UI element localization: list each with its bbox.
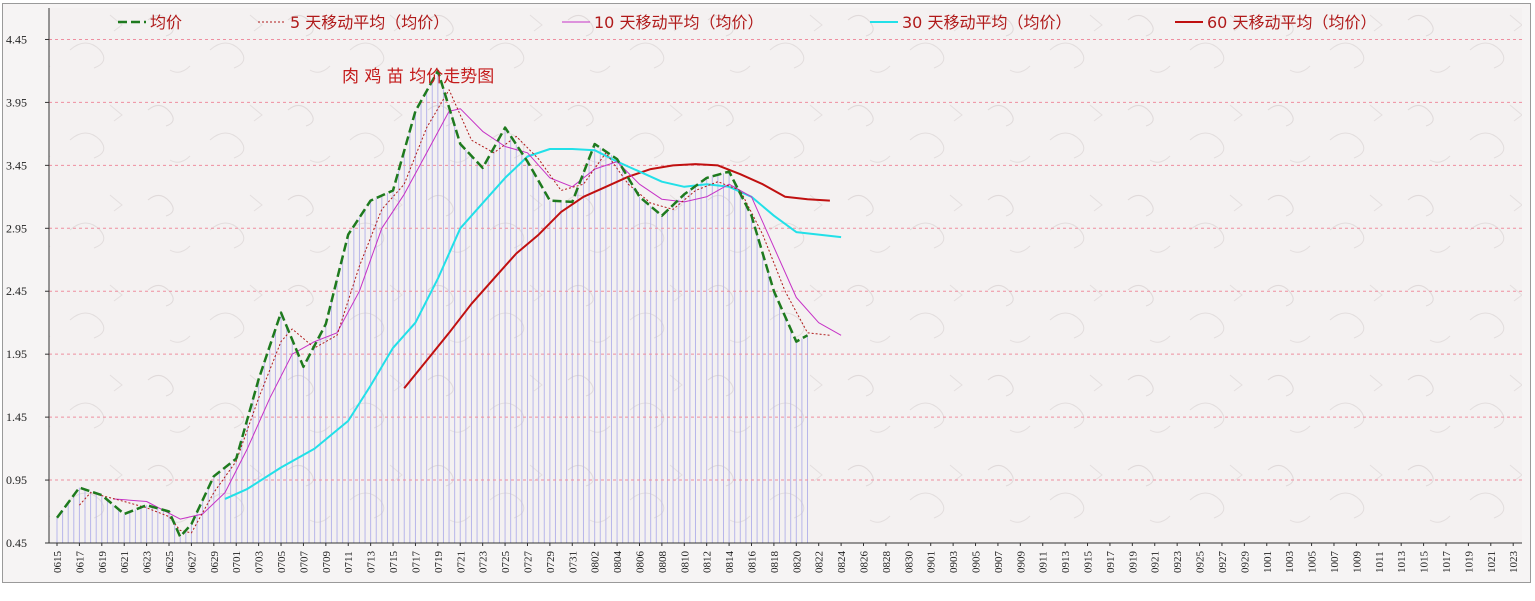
x-tick-label: 0925 (1195, 551, 1207, 574)
x-tick-label: 0907 (993, 551, 1005, 574)
x-tick-label: 0713 (366, 551, 378, 574)
x-tick-label: 0731 (567, 551, 579, 573)
x-tick-label: 0820 (791, 551, 803, 574)
legend-label: 10 天移动平均（均价） (594, 13, 763, 32)
y-tick-label: 1.45 (6, 410, 27, 424)
x-tick-label: 0802 (590, 551, 602, 573)
x-tick-label: 0917 (1105, 551, 1117, 574)
y-tick-label: 3.95 (6, 95, 27, 109)
x-tick-label: 0903 (948, 551, 960, 574)
x-tick-label: 0911 (1038, 551, 1050, 573)
x-tick-label: 1009 (1351, 551, 1363, 574)
x-tick-label: 0810 (679, 551, 691, 574)
x-tick-label: 0816 (746, 551, 758, 574)
x-tick-label: 0709 (321, 551, 333, 574)
x-tick-label: 0703 (254, 551, 266, 574)
y-tick-label: 3.45 (6, 158, 27, 172)
x-tick-label: 1003 (1284, 551, 1296, 574)
x-tick-label: 1023 (1508, 551, 1520, 574)
series-line (112, 108, 842, 520)
legend-label: 60 天移动平均（均价） (1207, 13, 1376, 32)
y-tick-label: 0.45 (6, 536, 27, 550)
x-tick-label: 0826 (859, 551, 871, 574)
x-tick-label: 1011 (1374, 551, 1386, 573)
x-axis-ticks: 0615 0617 0619 0621 0623 0625 0627 0629 0701 0703… (52, 543, 1520, 573)
x-tick-label: 0913 (1060, 551, 1072, 574)
x-tick-label: 0905 (971, 551, 983, 574)
x-tick-label: 0814 (724, 551, 736, 574)
legend-label: 5 天移动平均（均价） (290, 13, 449, 32)
x-tick-label: 0919 (1127, 551, 1139, 574)
x-tick-label: 1019 (1463, 551, 1475, 574)
y-tick-label: 2.95 (6, 221, 27, 235)
x-tick-label: 0923 (1172, 551, 1184, 574)
x-tick-label: 1021 (1486, 551, 1498, 573)
x-tick-label: 0830 (903, 551, 915, 574)
x-tick-label: 1005 (1307, 551, 1319, 574)
x-tick-label: 0627 (186, 551, 198, 574)
x-tick-label: 0715 (388, 551, 400, 574)
x-tick-label: 0927 (1217, 551, 1229, 574)
x-tick-label: 0921 (1150, 551, 1162, 573)
x-tick-label: 0717 (410, 551, 422, 574)
x-tick-label: 0818 (769, 551, 781, 574)
x-tick-label: 0822 (814, 551, 826, 573)
x-tick-label: 0729 (545, 551, 557, 574)
x-tick-label: 0619 (97, 551, 109, 574)
x-tick-label: 0806 (634, 551, 646, 574)
x-tick-label: 0929 (1239, 551, 1251, 574)
legend-label: 30 天移动平均（均价） (902, 13, 1071, 32)
x-tick-label: 0617 (74, 551, 86, 574)
x-tick-label: 0615 (52, 551, 64, 574)
legend: 均价 5 天移动平均（均价） 10 天移动平均（均价） 30 天移动平均（均价） 60 … (118, 13, 1376, 32)
y-tick-label: 1.95 (6, 347, 27, 361)
x-tick-label: 1001 (1262, 551, 1274, 573)
y-tick-label: 2.45 (6, 284, 27, 298)
series-line (55, 69, 809, 538)
y-tick-label: 0.95 (6, 473, 27, 487)
x-tick-label: 0901 (926, 551, 938, 573)
x-tick-label: 0711 (343, 551, 355, 573)
series-line (403, 163, 830, 389)
x-tick-label: 0727 (522, 551, 534, 574)
x-tick-label: 1013 (1396, 551, 1408, 574)
legend-label: 均价 (150, 13, 182, 32)
y-axis-ticks: 0.45 0.95 1.45 1.95 2.45 2.95 3.45 3.95 4.45 (6, 32, 49, 550)
x-tick-label: 0828 (881, 551, 893, 574)
x-tick-label: 0723 (478, 551, 490, 574)
x-tick-label: 0719 (433, 551, 445, 574)
x-tick-label: 1007 (1329, 551, 1341, 574)
x-tick-label: 0705 (276, 551, 288, 574)
x-tick-label: 0824 (836, 551, 848, 574)
axes (48, 8, 1522, 544)
x-tick-label: 0812 (702, 551, 714, 573)
x-tick-label: 0629 (209, 551, 221, 574)
series-line (224, 148, 842, 500)
x-tick-label: 0701 (231, 551, 243, 573)
y-tick-label: 4.45 (6, 32, 27, 46)
x-tick-label: 1015 (1419, 551, 1431, 574)
chart-title: 肉 鸡 苗 均价走势图 (342, 67, 494, 87)
x-tick-label: 0725 (500, 551, 512, 574)
x-tick-label: 1017 (1441, 551, 1453, 574)
x-tick-label: 0721 (455, 551, 467, 573)
x-tick-label: 0623 (142, 551, 154, 574)
x-tick-label: 0909 (1015, 551, 1027, 574)
x-tick-label: 0625 (164, 551, 176, 574)
x-tick-label: 0707 (298, 551, 310, 574)
series-lines (55, 69, 842, 538)
x-tick-label: 0915 (1083, 551, 1095, 574)
x-tick-label: 0804 (612, 551, 624, 574)
x-tick-label: 0808 (657, 551, 669, 574)
x-tick-label: 0621 (119, 551, 131, 573)
